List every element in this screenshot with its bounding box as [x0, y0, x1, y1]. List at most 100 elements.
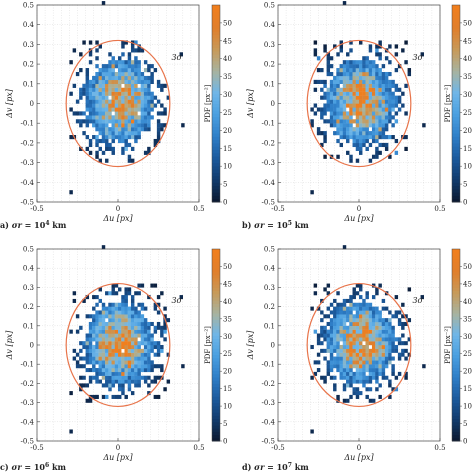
- histogram-cell: [140, 348, 145, 353]
- histogram-cell: [127, 119, 132, 124]
- histogram-cell: [108, 360, 112, 365]
- histogram-cell: [320, 310, 324, 315]
- histogram-cell: [375, 119, 379, 124]
- histogram-cell: [88, 329, 93, 334]
- histogram-cell: [404, 356, 408, 361]
- histogram-cell: [134, 87, 138, 92]
- colorbar-tick-label: 10: [223, 403, 232, 411]
- histogram-cell: [137, 95, 141, 100]
- histogram-cell: [114, 91, 119, 96]
- histogram-cell: [320, 298, 324, 303]
- colorbar-segment: [452, 316, 460, 320]
- colorbar-segment: [452, 351, 460, 356]
- histogram-cell: [160, 364, 164, 369]
- histogram-cell: [388, 310, 392, 315]
- histogram-cell: [388, 356, 392, 361]
- histogram-cell: [391, 387, 395, 392]
- histogram-cell: [140, 364, 145, 369]
- histogram-cell: [153, 68, 158, 73]
- histogram-cell: [147, 119, 151, 124]
- colorbar-segment: [212, 274, 220, 279]
- histogram-cell: [336, 52, 340, 57]
- histogram-cell: [362, 375, 366, 380]
- x-tick-label: -0.5: [271, 444, 285, 452]
- histogram-cell: [316, 333, 321, 338]
- histogram-cell: [349, 318, 353, 323]
- histogram-cell: [69, 91, 73, 96]
- histogram-cell: [394, 345, 399, 350]
- histogram-cell: [333, 131, 337, 136]
- circle-label: 3σ: [171, 53, 182, 62]
- histogram-cell: [362, 298, 366, 303]
- histogram-cell: [147, 364, 151, 369]
- histogram-cell: [124, 364, 128, 369]
- histogram-cell: [365, 107, 369, 112]
- histogram-cell: [326, 333, 331, 338]
- histogram-cell: [82, 383, 86, 388]
- histogram-cell: [359, 368, 363, 373]
- histogram-cell: [388, 318, 392, 323]
- histogram-cell: [401, 302, 405, 307]
- colorbar-segment: [212, 11, 220, 16]
- histogram-cell: [98, 68, 102, 73]
- colorbar-tick-label: 50: [223, 19, 232, 27]
- histogram-cell: [333, 321, 337, 326]
- histogram-cell: [371, 154, 376, 159]
- histogram-cell: [339, 302, 343, 307]
- histogram-cell: [359, 375, 363, 380]
- histogram-cell: [98, 87, 102, 92]
- histogram-cell: [316, 368, 321, 373]
- histogram-cell: [394, 68, 399, 73]
- outlier-cell: [420, 52, 424, 57]
- colorbar-segment: [452, 77, 460, 82]
- histogram-cell: [88, 337, 93, 342]
- histogram-cell: [320, 318, 324, 323]
- histogram-cell: [124, 348, 128, 353]
- histogram-cell: [381, 103, 386, 108]
- histogram-cell: [92, 345, 96, 350]
- histogram-cell: [320, 107, 324, 112]
- histogram-cell: [101, 103, 106, 108]
- histogram-cell: [313, 87, 318, 92]
- histogram-cell: [333, 44, 337, 49]
- histogram-cell: [92, 325, 96, 330]
- histogram-cell: [150, 99, 154, 104]
- colorbar-segment: [212, 361, 220, 365]
- histogram-cell: [333, 348, 337, 353]
- colorbar-segment: [212, 126, 220, 131]
- histogram-cell: [105, 79, 109, 84]
- histogram-cell: [137, 364, 141, 369]
- histogram-cell: [85, 71, 90, 77]
- colorbar-segment: [452, 258, 460, 263]
- histogram-cell: [323, 111, 327, 116]
- colorbar-segment: [212, 425, 220, 429]
- histogram-cell: [339, 337, 343, 342]
- histogram-cell: [368, 337, 373, 342]
- histogram-cell: [339, 99, 343, 104]
- histogram-cell: [349, 337, 353, 342]
- histogram-cell: [316, 360, 321, 365]
- histogram-cell: [153, 95, 158, 100]
- histogram-cell: [401, 341, 405, 346]
- histogram-cell: [95, 314, 99, 319]
- histogram-cell: [375, 375, 379, 380]
- histogram-cell: [352, 131, 356, 136]
- colorbar-segment: [452, 142, 460, 147]
- histogram-cell: [114, 394, 119, 399]
- histogram-cell: [85, 360, 90, 365]
- histogram-cell: [371, 131, 376, 136]
- histogram-cell: [333, 360, 337, 365]
- histogram-cell: [127, 91, 132, 96]
- histogram-cell: [368, 107, 373, 112]
- histogram-cell: [355, 302, 360, 307]
- histogram-cell: [111, 79, 115, 84]
- histogram-cell: [114, 310, 119, 315]
- histogram-cell: [365, 295, 369, 300]
- histogram-cell: [121, 295, 125, 300]
- histogram-cell: [371, 314, 376, 319]
- histogram-cell: [359, 337, 363, 342]
- histogram-cell: [355, 142, 360, 148]
- y-tick-label: 0.1: [264, 322, 275, 330]
- histogram-cell: [127, 291, 132, 296]
- histogram-cell: [108, 341, 112, 346]
